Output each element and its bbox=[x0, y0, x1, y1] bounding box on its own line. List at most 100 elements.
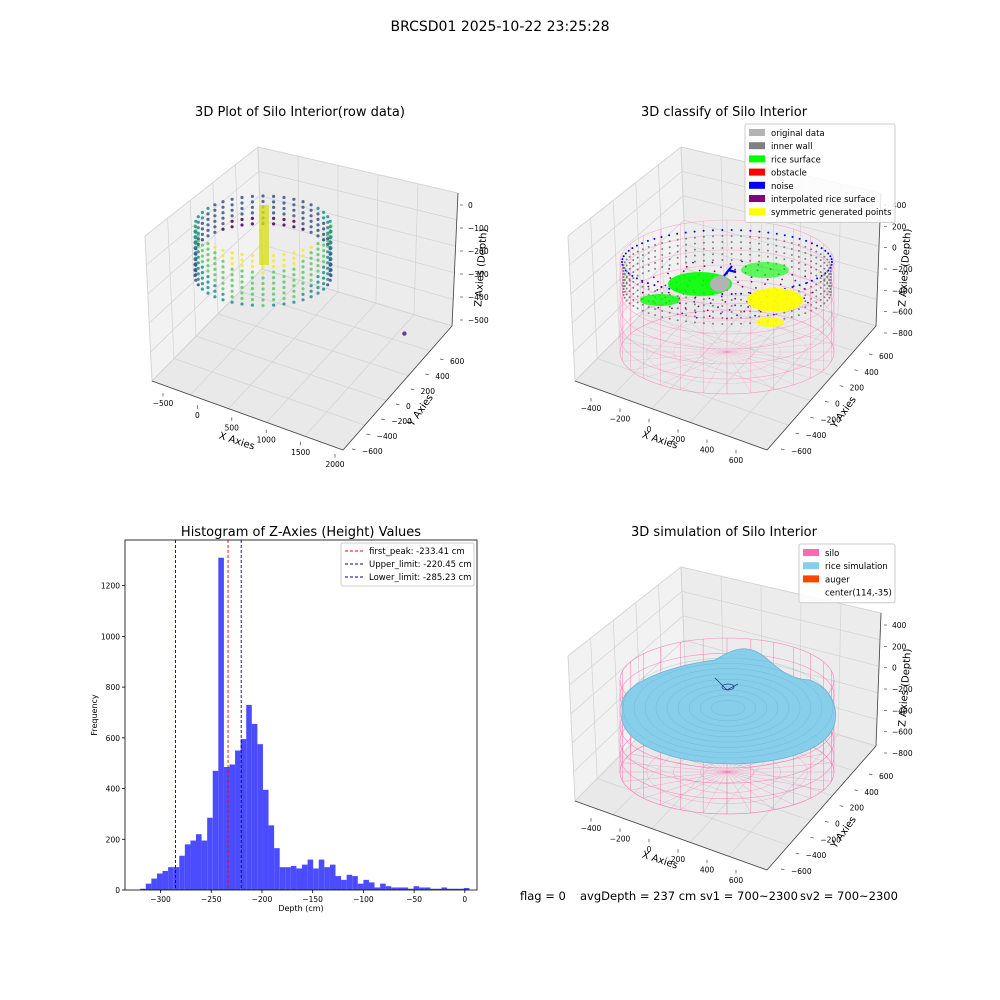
histogram-bar bbox=[145, 883, 152, 890]
data-point bbox=[322, 287, 326, 291]
tick-label: 0 bbox=[892, 664, 897, 673]
silo-wire bbox=[643, 325, 728, 353]
tick-label: 2000 bbox=[325, 460, 344, 469]
tick-label: 1500 bbox=[291, 448, 310, 457]
legend-label: Lower_limit: -285.23 cm bbox=[369, 573, 471, 583]
tick-label: −400 bbox=[581, 404, 602, 413]
inner-wall-point bbox=[819, 277, 822, 280]
data-point bbox=[326, 242, 330, 246]
z-axis-line bbox=[451, 192, 459, 327]
inner-wall-point bbox=[829, 293, 832, 296]
data-point bbox=[322, 210, 326, 214]
data-point bbox=[301, 200, 305, 204]
histogram-bar bbox=[140, 888, 146, 890]
data-point bbox=[272, 200, 276, 204]
tick-label: 200 bbox=[850, 804, 865, 813]
data-point bbox=[309, 284, 313, 288]
data-point bbox=[309, 262, 313, 266]
inner-wall-point bbox=[829, 264, 832, 267]
noise-point bbox=[827, 252, 830, 255]
tick-label: −400 bbox=[806, 431, 827, 440]
interpolated-point bbox=[747, 306, 749, 308]
grid-line bbox=[567, 655, 576, 802]
inner-wall-point bbox=[668, 246, 671, 249]
legend-swatch bbox=[749, 155, 765, 163]
data-point bbox=[221, 254, 225, 258]
histogram-bar bbox=[435, 888, 442, 890]
data-point bbox=[301, 216, 305, 220]
data-point bbox=[272, 281, 276, 285]
inner-wall-point bbox=[636, 307, 639, 310]
inner-wall-point bbox=[730, 317, 733, 319]
interpolated-point bbox=[766, 278, 769, 281]
data-point bbox=[292, 225, 296, 229]
tick-label: 0 bbox=[647, 425, 652, 434]
inner-wall-point bbox=[702, 253, 705, 256]
histogram-bar bbox=[385, 886, 392, 890]
data-point bbox=[316, 280, 320, 284]
data-point bbox=[200, 238, 204, 242]
inner-wall-point bbox=[819, 292, 822, 295]
tick-label: −600 bbox=[791, 867, 812, 876]
inner-wall-point bbox=[828, 279, 831, 282]
inner-wall-point bbox=[815, 256, 818, 259]
legend-label: silo bbox=[825, 549, 839, 559]
histogram-bar bbox=[196, 834, 202, 890]
tick-label: 400 bbox=[700, 866, 715, 875]
x-tick-label: −300 bbox=[150, 895, 171, 904]
inner-wall-point bbox=[625, 287, 628, 290]
surface-mesh bbox=[666, 679, 790, 737]
inner-wall-point bbox=[702, 310, 705, 313]
x-tick-label: −150 bbox=[302, 895, 323, 904]
interpolated-point bbox=[706, 309, 709, 312]
data-point bbox=[206, 291, 210, 295]
histogram-bar bbox=[296, 868, 303, 890]
inner-wall-point bbox=[628, 261, 631, 264]
inner-wall-point bbox=[661, 260, 664, 262]
data-point bbox=[309, 225, 313, 229]
inner-wall-point bbox=[622, 276, 625, 279]
silo-wire bbox=[726, 318, 794, 353]
inner-wall-point bbox=[661, 292, 664, 294]
tick-mark bbox=[795, 852, 800, 855]
x-axis-label: X Axies bbox=[218, 431, 257, 453]
symmetric-points-cluster bbox=[747, 288, 803, 312]
data-point bbox=[240, 258, 244, 262]
data-point bbox=[261, 281, 265, 286]
inner-wall-point bbox=[828, 261, 831, 264]
inner-wall-point bbox=[636, 274, 639, 277]
histogram-bar bbox=[262, 789, 269, 890]
legend-swatch bbox=[803, 549, 819, 556]
inner-wall-point bbox=[693, 236, 696, 239]
tick-label: −200 bbox=[820, 835, 841, 844]
tick-label: 600 bbox=[879, 772, 894, 781]
interpolated-point bbox=[764, 283, 766, 285]
data-point bbox=[282, 252, 286, 257]
noise-point bbox=[730, 229, 733, 231]
data-point bbox=[194, 258, 198, 262]
inner-wall-point bbox=[632, 292, 635, 295]
noise-point bbox=[631, 274, 634, 277]
data-point bbox=[240, 285, 244, 290]
inner-wall-point bbox=[647, 269, 650, 272]
data-point bbox=[194, 230, 198, 234]
data-point bbox=[200, 232, 204, 236]
data-point bbox=[282, 296, 286, 301]
inner-wall-point bbox=[828, 285, 831, 288]
interpolated-point bbox=[794, 279, 797, 282]
data-point bbox=[221, 287, 225, 291]
flag-text: flag = 0 bbox=[520, 889, 566, 903]
data-point bbox=[326, 250, 330, 254]
inner-wall-point bbox=[628, 278, 631, 281]
noise-point bbox=[791, 236, 794, 238]
data-point bbox=[206, 242, 210, 246]
tick-label: 400 bbox=[864, 788, 879, 797]
data-point bbox=[282, 212, 286, 216]
data-point bbox=[301, 254, 305, 258]
inner-wall-point bbox=[654, 290, 657, 293]
data-point bbox=[316, 228, 320, 232]
data-point bbox=[316, 264, 320, 268]
silo-ring bbox=[619, 309, 835, 395]
noise-point bbox=[767, 231, 770, 234]
histogram-bar bbox=[173, 867, 180, 890]
